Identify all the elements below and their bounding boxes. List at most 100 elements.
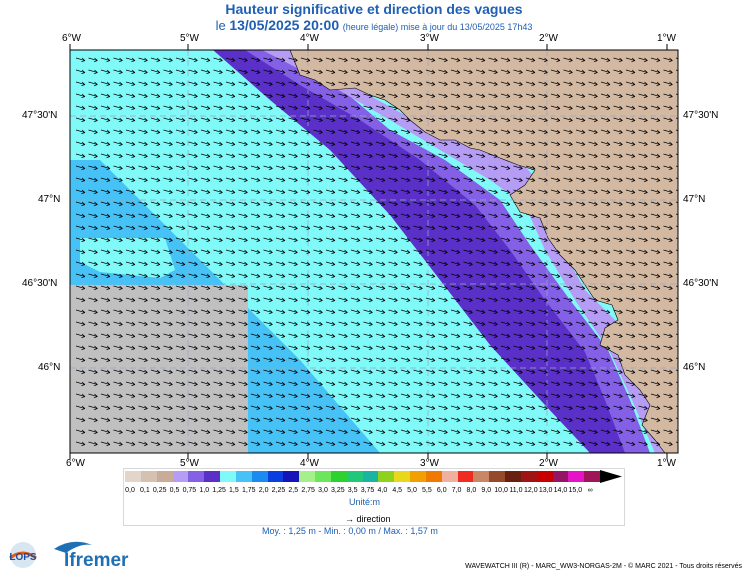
- direction-arrow: [400, 417, 411, 423]
- direction-arrow: [475, 69, 486, 75]
- direction-arrow: [638, 357, 648, 363]
- direction-arrow: [563, 153, 573, 159]
- direction-arrow: [88, 261, 98, 267]
- direction-arrow: [163, 441, 173, 447]
- direction-arrow: [175, 93, 186, 99]
- direction-arrow: [425, 297, 436, 303]
- direction-arrow: [100, 141, 111, 147]
- direction-arrow: [500, 321, 511, 327]
- direction-arrow: [550, 273, 561, 279]
- direction-arrow: [650, 429, 661, 435]
- direction-arrow: [563, 141, 573, 147]
- direction-arrow: [600, 285, 611, 291]
- direction-arrow: [163, 393, 173, 399]
- direction-arrow: [488, 357, 498, 363]
- direction-arrow: [138, 213, 148, 219]
- direction-arrow: [200, 129, 211, 135]
- direction-arrow: [563, 105, 573, 111]
- direction-arrow: [188, 321, 198, 327]
- direction-arrow: [100, 129, 111, 135]
- direction-arrow: [588, 345, 598, 351]
- direction-arrow: [213, 129, 223, 135]
- direction-arrow: [75, 381, 86, 387]
- direction-arrow: [175, 237, 186, 243]
- direction-arrow: [175, 441, 186, 447]
- direction-arrow: [575, 273, 586, 279]
- direction-arrow: [400, 333, 411, 339]
- direction-arrow: [188, 129, 198, 135]
- direction-arrow: [138, 189, 148, 195]
- lat-label-left: 46°N: [38, 362, 61, 373]
- direction-arrow: [338, 321, 348, 327]
- legend-tick-label: 0,75: [182, 487, 197, 494]
- direction-arrow: [100, 105, 111, 111]
- direction-arrow: [550, 105, 561, 111]
- direction-arrow: [525, 297, 536, 303]
- direction-arrow: [350, 237, 361, 243]
- legend-swatch: [425, 471, 443, 482]
- direction-arrow: [213, 57, 223, 63]
- direction-arrow: [188, 201, 198, 207]
- direction-arrow: [175, 333, 186, 339]
- direction-arrow: [613, 417, 623, 423]
- direction-arrow: [563, 249, 573, 255]
- direction-arrow: [475, 93, 486, 99]
- direction-arrow: [463, 333, 473, 339]
- direction-arrow: [150, 57, 161, 63]
- direction-arrow: [488, 57, 498, 63]
- direction-arrow: [463, 393, 473, 399]
- direction-arrow: [150, 177, 161, 183]
- direction-arrow: [588, 201, 598, 207]
- direction-arrow: [138, 165, 148, 171]
- direction-arrow: [638, 285, 648, 291]
- direction-arrow: [625, 129, 636, 135]
- direction-arrow: [288, 273, 298, 279]
- direction-arrow: [588, 429, 598, 435]
- legend-tick-label: 0,0: [125, 487, 135, 494]
- direction-arrow: [663, 297, 673, 303]
- direction-arrow: [425, 405, 436, 411]
- direction-arrow: [175, 393, 186, 399]
- direction-arrow: [450, 405, 461, 411]
- direction-arrow: [263, 237, 273, 243]
- direction-arrow: [338, 393, 348, 399]
- direction-arrow: [150, 345, 161, 351]
- direction-arrow: [100, 165, 111, 171]
- direction-arrow: [200, 273, 211, 279]
- direction-arrow: [200, 333, 211, 339]
- direction-arrow: [375, 117, 386, 123]
- direction-arrow: [163, 237, 173, 243]
- direction-arrow: [188, 213, 198, 219]
- direction-arrow: [213, 441, 223, 447]
- direction-arrow: [313, 345, 323, 351]
- direction-arrow: [513, 309, 523, 315]
- direction-arrow: [175, 69, 186, 75]
- direction-arrow: [513, 105, 523, 111]
- direction-arrow: [450, 285, 461, 291]
- direction-arrow: [563, 213, 573, 219]
- direction-arrow: [600, 117, 611, 123]
- direction-arrow: [663, 201, 673, 207]
- direction-arrow: [88, 357, 98, 363]
- direction-arrow: [163, 429, 173, 435]
- direction-arrow: [363, 393, 373, 399]
- direction-arrow: [650, 297, 661, 303]
- direction-arrow: [438, 237, 448, 243]
- direction-arrow: [413, 237, 423, 243]
- direction-arrow: [88, 393, 98, 399]
- direction-arrow: [138, 273, 148, 279]
- direction-arrow: [138, 129, 148, 135]
- direction-arrow: [575, 357, 586, 363]
- direction-arrow: [300, 273, 311, 279]
- legend-tick-label: 3,5: [347, 487, 358, 494]
- direction-arrow: [313, 93, 323, 99]
- direction-arrow: [375, 357, 386, 363]
- direction-arrow: [575, 189, 586, 195]
- direction-arrow: [613, 297, 623, 303]
- direction-arrow: [650, 357, 661, 363]
- direction-arrow: [363, 129, 373, 135]
- direction-arrow: [88, 321, 98, 327]
- direction-arrow: [238, 381, 248, 387]
- direction-arrow: [200, 189, 211, 195]
